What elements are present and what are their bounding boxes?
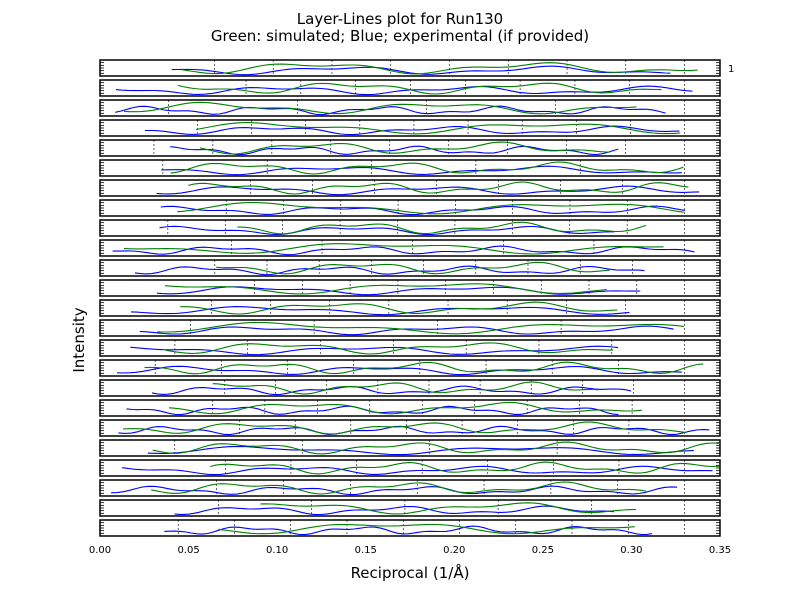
simulated-line xyxy=(180,301,618,315)
experimental-line xyxy=(156,185,700,196)
simulated-line xyxy=(199,141,611,155)
x-tick-label: 0.30 xyxy=(620,545,642,556)
x-axis-label: Reciprocal (1/Å) xyxy=(351,563,470,582)
layer-line-panel xyxy=(99,399,721,417)
experimental-line xyxy=(174,505,615,516)
chart-title-line-1: Layer-Lines plot for Run130 xyxy=(297,10,503,28)
x-tick-labels: 0.00 0.05 0.10 0.15 0.20 0.25 0.30 0.35 xyxy=(89,545,731,556)
panel-frame xyxy=(99,399,721,417)
simulated-line xyxy=(168,401,642,415)
layer-line-panel xyxy=(99,339,721,357)
layer-line-panel xyxy=(99,119,721,137)
layer-line-panel xyxy=(99,79,721,97)
x-tick-label: 0.05 xyxy=(177,545,199,556)
layer-line-panel xyxy=(99,479,721,497)
panel-frame xyxy=(99,179,721,197)
layer-line-panel xyxy=(99,99,721,117)
layer-line-panel xyxy=(99,279,721,297)
layer-line-panel: 1 xyxy=(99,59,734,77)
experimental-line xyxy=(112,245,695,256)
simulated-line xyxy=(177,201,684,215)
layer-line-panel xyxy=(99,439,721,457)
simulated-line xyxy=(152,441,721,455)
simulated-line xyxy=(195,122,681,135)
experimental-line xyxy=(151,385,632,396)
layer-line-panel xyxy=(99,159,721,177)
layer-line-panel xyxy=(99,259,721,277)
layer-line-panel xyxy=(99,499,721,517)
panel-frame xyxy=(99,139,721,157)
x-tick-label: 0.20 xyxy=(443,545,465,556)
x-tick-label: 0.35 xyxy=(709,545,731,556)
simulated-line xyxy=(170,161,684,175)
panel-frame xyxy=(99,439,721,457)
x-tick-label: 0.10 xyxy=(266,545,288,556)
chart-title-line-2: Green: simulated; Blue; experimental (if… xyxy=(211,27,589,45)
simulated-line xyxy=(124,101,637,115)
layer-line-panel xyxy=(99,179,721,197)
simulated-line xyxy=(182,62,698,75)
experimental-line xyxy=(115,85,693,96)
simulated-line xyxy=(144,361,704,375)
experimental-line xyxy=(130,306,630,316)
experimental-line xyxy=(139,325,674,336)
simulated-line xyxy=(123,243,664,255)
experimental-line xyxy=(126,405,619,416)
simulated-line xyxy=(164,283,607,295)
layer-line-panel xyxy=(99,459,721,477)
simulated-line xyxy=(157,321,684,335)
simulated-line xyxy=(260,502,636,515)
experimental-line xyxy=(159,225,615,236)
layer-line-panel xyxy=(99,419,721,437)
layer-line-panel xyxy=(99,239,721,257)
simulated-line xyxy=(212,381,599,395)
layer-line-panel xyxy=(99,319,721,337)
layer-line-panel xyxy=(99,379,721,397)
experimental-line xyxy=(170,145,619,156)
layer-line-panel xyxy=(99,199,721,217)
simulated-line xyxy=(218,523,635,535)
simulated-line xyxy=(210,461,721,475)
experimental-line xyxy=(164,525,652,536)
simulated-line xyxy=(177,82,662,95)
panels-group: 1 xyxy=(99,59,734,537)
layer-line-panel xyxy=(99,139,721,157)
layer-line-panel xyxy=(99,519,721,537)
simulated-line xyxy=(151,481,647,495)
experimental-line xyxy=(134,265,645,276)
panel-index-label: 1 xyxy=(728,64,734,75)
x-tick-label: 0.15 xyxy=(355,545,377,556)
simulated-line xyxy=(188,181,689,195)
experimental-line xyxy=(144,125,680,136)
x-tick-label: 0.25 xyxy=(532,545,554,556)
experimental-line xyxy=(147,445,694,456)
experimental-line xyxy=(118,425,710,436)
experimental-line xyxy=(111,485,678,496)
layer-line-panel xyxy=(99,359,721,377)
y-axis-label: Intensity xyxy=(70,307,88,372)
simulated-line xyxy=(216,261,610,275)
experimental-line xyxy=(117,365,682,376)
layer-line-panel xyxy=(99,219,721,237)
experimental-line xyxy=(115,105,666,116)
simulated-line xyxy=(237,221,647,235)
simulated-line xyxy=(165,342,614,355)
experimental-line xyxy=(161,165,682,176)
experimental-line xyxy=(122,465,713,476)
layer-line-panel xyxy=(99,299,721,317)
simulated-line xyxy=(122,421,686,435)
x-tick-label: 0.00 xyxy=(89,545,111,556)
panel-frame xyxy=(99,279,721,297)
